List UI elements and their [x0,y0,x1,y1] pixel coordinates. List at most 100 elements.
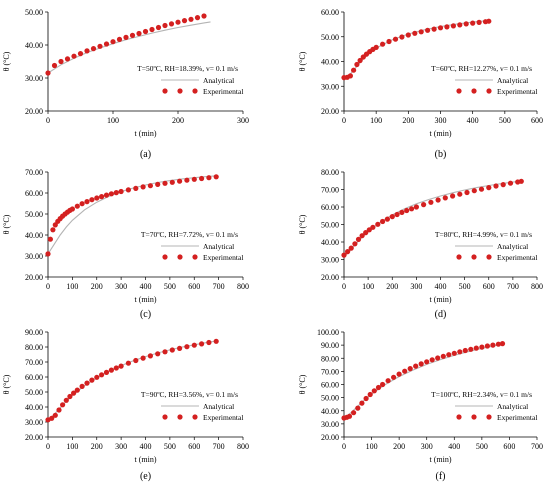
experimental-data-point [402,368,408,374]
y-tick-label: 70.00 [25,358,43,367]
experimental-data-point [446,352,452,358]
experimental-data-point [386,38,392,45]
experimental-data-point [77,51,84,57]
experimental-data-point [136,30,142,37]
legend-analytical-label: Analytical [203,402,234,411]
y-tick-label: 30.00 [321,420,339,429]
experimental-data-point [473,345,479,351]
x-tick-label: 800 [531,282,543,291]
experimental-data-point [108,367,114,373]
experimental-data-point [169,179,175,185]
experimental-data-point [507,180,514,186]
experimental-data-point [424,359,430,365]
experimental-data-point [518,178,524,184]
y-tick-label: 20.00 [25,107,43,116]
experimental-data-point [84,48,90,54]
experimental-data-point [49,415,55,421]
experimental-data-point [486,185,492,191]
y-tick-label: 20.00 [321,273,339,282]
experimental-data-point [425,27,431,33]
x-tick-label: 300 [115,442,127,451]
experimental-data-point [103,192,110,198]
experimental-data-point [392,36,399,42]
experimental-data-point [177,345,183,351]
y-axis-label: θ (°C) [2,374,11,394]
chart-panel-e: 0 100 200 300 400 500 600 700 800 20.00 30.00 40.00… [2,328,249,482]
experimental-data-point [84,380,90,386]
x-tick-label: 400 [435,282,447,291]
experimental-data-point [359,233,365,239]
experimental-data-point [133,185,139,191]
experimental-data-point [484,343,490,349]
x-tick-label: 100 [107,116,119,125]
y-axis-label: θ (°C) [2,51,11,71]
experimental-data-point [499,341,506,347]
experimental-data-point [108,191,114,197]
y-tick-label: 70.00 [321,367,339,376]
x-tick-label: 200 [386,282,398,291]
x-tick-label: 700 [213,442,225,451]
experimental-data-point [470,20,476,26]
x-tick-label: 100 [370,116,382,125]
experimental-data-point [370,224,376,230]
experimental-data-point [457,349,463,355]
experimental-data-point [341,252,347,258]
x-axis-label: t (min) [135,295,157,304]
experimental-data-point [110,39,116,45]
experimental-data-point [147,353,153,359]
legend-experimental-marker [162,88,168,94]
experimental-data-point [199,175,205,182]
analytical-series-line [343,343,504,419]
x-tick-label: 400 [140,442,152,451]
legend-experimental-marker [456,414,462,420]
experimental-data-point [89,377,95,383]
experimental-data-point [412,30,418,36]
experimental-data-point [147,183,153,189]
y-tick-label: 20.00 [25,433,43,442]
legend-experimental-label: Experimental [203,413,243,422]
legend-experimental-marker [162,414,168,420]
experimental-data-point [94,374,100,380]
experimental-data-point [64,56,71,62]
legend-analytical-label: Analytical [203,76,234,85]
experimental-data-point [355,236,362,242]
experimental-data-point [162,22,168,29]
legend-experimental-marker [456,254,462,260]
experimental-data-point [123,34,129,41]
chart-panel-b: 0 100 200 300 400 500 600 20.00 30.00 40.00 50.00 6… [298,8,543,160]
experimental-data-point [380,41,386,47]
x-tick-label: 0 [342,116,346,125]
experimental-data-point [357,57,363,64]
legend-experimental-label: Experimental [497,87,537,96]
y-tick-label: 80.00 [25,343,43,352]
legend-analytical-label: Analytical [497,76,528,85]
legend-experimental-marker [486,254,492,260]
experimental-data-point [162,349,168,355]
experimental-data-point [399,34,405,40]
experimental-data-point [367,391,373,398]
experimental-data-point [103,369,110,375]
experimental-data-point [418,361,424,367]
experimental-data-point [389,214,395,220]
experimental-data-point [391,374,397,380]
experimental-data-point [450,23,456,29]
experimental-data-point [201,13,207,19]
experimental-data-point [404,207,410,214]
experimental-data-point [155,181,161,187]
conditions-annotation: T=80ºC, RH=4.99%, v= 0.1 m/s [435,230,532,239]
experimental-data-point [129,32,136,39]
x-tick-label: 400 [448,442,460,451]
x-tick-label: 100 [66,442,78,451]
y-tick-label: 100.00 [317,328,339,337]
x-axis-label: t (min) [430,295,452,304]
experimental-data-point [52,412,58,418]
x-tick-label: 400 [140,282,152,291]
y-tick-label: 30.00 [25,418,43,427]
experimental-data-point [355,405,361,411]
y-tick-label: 30.00 [321,82,339,91]
experimental-data-point [51,62,58,69]
y-tick-label: 70.00 [321,186,339,195]
experimental-data-point [418,29,424,35]
y-axis-label: θ (°C) [2,214,11,234]
